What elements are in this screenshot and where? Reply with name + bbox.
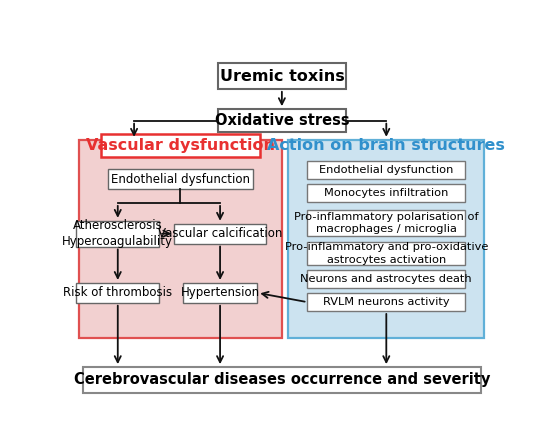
FancyBboxPatch shape	[183, 283, 257, 303]
FancyBboxPatch shape	[307, 185, 465, 202]
Text: Endothelial dysfunction: Endothelial dysfunction	[319, 165, 454, 175]
FancyBboxPatch shape	[307, 210, 465, 236]
Text: Neurons and astrocytes death: Neurons and astrocytes death	[300, 274, 472, 284]
FancyBboxPatch shape	[174, 224, 266, 244]
FancyBboxPatch shape	[218, 109, 346, 132]
FancyBboxPatch shape	[82, 367, 481, 393]
Text: Vascular calcification: Vascular calcification	[158, 227, 282, 240]
FancyBboxPatch shape	[101, 134, 260, 157]
Text: Oxidative stress: Oxidative stress	[214, 113, 349, 128]
Text: Risk of thrombosis: Risk of thrombosis	[63, 287, 172, 299]
Text: Pro-inflammatory polarisation of
macrophages / microglia: Pro-inflammatory polarisation of macroph…	[294, 211, 478, 234]
FancyBboxPatch shape	[76, 221, 160, 247]
Text: Vascular dysfunction: Vascular dysfunction	[86, 138, 275, 153]
FancyBboxPatch shape	[218, 63, 346, 89]
Text: Uremic toxins: Uremic toxins	[219, 68, 344, 84]
Text: Action on brain structures: Action on brain structures	[267, 138, 505, 153]
FancyBboxPatch shape	[307, 293, 465, 311]
Text: Hypertension: Hypertension	[180, 287, 260, 299]
Text: Cerebrovascular diseases occurrence and severity: Cerebrovascular diseases occurrence and …	[74, 372, 490, 388]
FancyBboxPatch shape	[76, 283, 160, 303]
Text: Pro-inflammatory and pro-oxidative
astrocytes activation: Pro-inflammatory and pro-oxidative astro…	[284, 242, 488, 265]
Text: Atherosclerosis
Hypercoagulability: Atherosclerosis Hypercoagulability	[62, 219, 173, 249]
FancyBboxPatch shape	[307, 270, 465, 288]
FancyBboxPatch shape	[307, 161, 465, 179]
FancyBboxPatch shape	[288, 139, 485, 337]
Text: RVLM neurons activity: RVLM neurons activity	[323, 297, 449, 307]
Text: Monocytes infiltration: Monocytes infiltration	[324, 188, 448, 198]
FancyBboxPatch shape	[79, 139, 282, 337]
FancyBboxPatch shape	[307, 241, 465, 265]
FancyBboxPatch shape	[108, 169, 253, 189]
Text: Endothelial dysfunction: Endothelial dysfunction	[111, 173, 250, 186]
